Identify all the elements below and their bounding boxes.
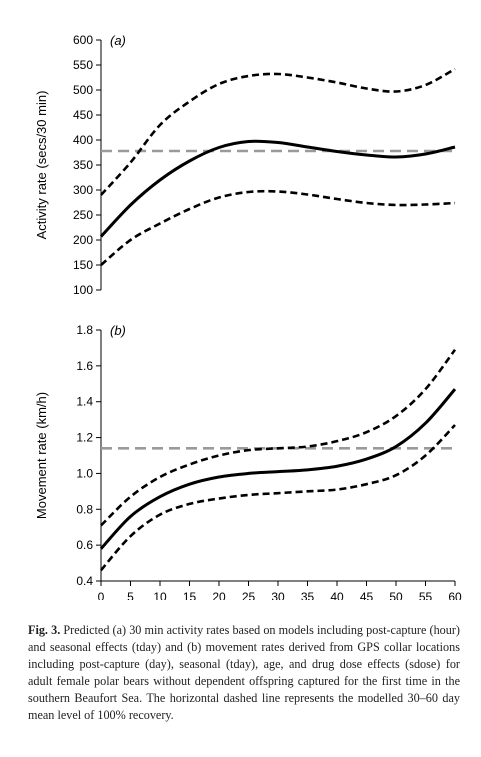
panel-label: (a) <box>110 33 126 48</box>
x-tick-label: 45 <box>360 590 374 600</box>
y-tick-label: 0.6 <box>76 538 93 552</box>
series-upper-line <box>100 67 456 196</box>
panel-b-movement-rate: 0.4 0.6 0.8 1.0 1.2 1.4 1.6 1.8 0 5 10 15 20 25 30 35 40… <box>34 323 462 600</box>
series-lower-line <box>100 424 456 572</box>
y-axis-title: Movement rate (km/h) <box>34 392 49 519</box>
y-tick-label: 450 <box>73 108 93 122</box>
x-tick-label: 35 <box>301 590 315 600</box>
x-tick-label: 5 <box>127 590 134 600</box>
x-tick-label: 50 <box>389 590 403 600</box>
y-tick-label: 1.0 <box>76 466 93 480</box>
y-axis-title: Activity rate (secs/30 min) <box>34 91 49 240</box>
figure: 100150200250300350400450500550600Activit… <box>34 33 462 600</box>
series-upper-line <box>100 348 457 527</box>
x-tick-label: 10 <box>153 590 167 600</box>
panel-label: (b) <box>110 323 126 338</box>
y-tick-label: 400 <box>73 133 93 147</box>
figure-caption: Fig. 3. Predicted (a) 30 min activity ra… <box>28 622 460 724</box>
y-tick-label: 550 <box>73 58 93 72</box>
series-estimate-line <box>99 139 456 238</box>
caption-text: Predicted (a) 30 min activity rates base… <box>28 623 460 722</box>
series-lower-line <box>100 189 456 266</box>
x-tick-label: 30 <box>271 590 285 600</box>
y-tick-label: 600 <box>73 33 93 47</box>
caption-label: Fig. 3. <box>28 623 61 637</box>
y-tick-label: 1.4 <box>76 395 93 409</box>
panel-a-activity-rate: 100 150 200 250 300 350 400 450 500 550 600 Activit… <box>34 33 456 297</box>
y-tick-label: 0.8 <box>76 502 93 516</box>
y-tick-label: 200 <box>73 233 93 247</box>
y-tick-label: 0.4 <box>76 574 93 588</box>
x-tick-label: 20 <box>212 590 226 600</box>
y-tick-label: 1.6 <box>76 359 93 373</box>
y-tick-label: 100 <box>73 283 93 297</box>
x-tick-label: 0 <box>98 590 105 600</box>
y-tick-label: 1.8 <box>76 323 93 337</box>
y-tick-label: 500 <box>73 83 93 97</box>
x-tick-label: 15 <box>183 590 197 600</box>
series-estimate-line <box>99 388 457 550</box>
x-tick-label: 25 <box>242 590 256 600</box>
y-tick-label: 150 <box>73 258 93 272</box>
x-tick-label: 40 <box>330 590 344 600</box>
y-tick-label: 350 <box>73 158 93 172</box>
y-tick-label: 1.2 <box>76 431 93 445</box>
y-tick-label: 250 <box>73 208 93 222</box>
x-tick-label: 55 <box>419 590 433 600</box>
x-tick-label: 60 <box>448 590 462 600</box>
y-tick-label: 300 <box>73 183 93 197</box>
